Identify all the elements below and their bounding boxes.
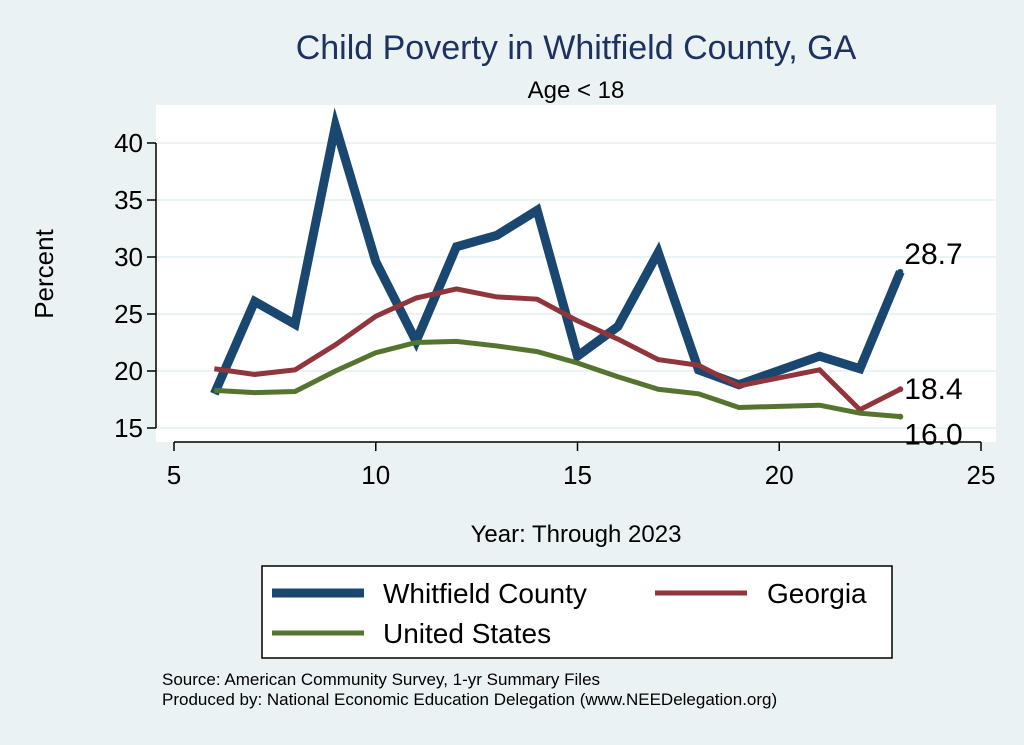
producer-note: Produced by: National Economic Education… bbox=[162, 690, 778, 709]
x-tick-label-25: 25 bbox=[967, 460, 996, 490]
legend-label-whitfield: Whitfield County bbox=[383, 578, 587, 609]
end-labels: 28.7 18.4 16.0 bbox=[897, 238, 963, 452]
chart-subtitle: Age < 18 bbox=[528, 77, 625, 104]
plot-area bbox=[156, 105, 996, 442]
end-marker-georgia bbox=[897, 386, 904, 393]
series-lines bbox=[210, 107, 905, 420]
y-tick-label-30: 30 bbox=[114, 242, 143, 272]
end-marker-united-states bbox=[897, 413, 904, 420]
end-marker-whitfield-county bbox=[897, 268, 904, 275]
end-label-whitfield-county: 28.7 bbox=[904, 238, 962, 271]
y-tick-label-20: 20 bbox=[114, 356, 143, 386]
chart-title: Child Poverty in Whitfield County, GA bbox=[296, 29, 857, 67]
legend: Whitfield County Georgia United States bbox=[261, 565, 893, 659]
legend-label-united-states: United States bbox=[383, 618, 551, 649]
source-note: Source: American Community Survey, 1-yr … bbox=[162, 670, 601, 689]
x-axis-label: Year: Through 2023 bbox=[471, 521, 682, 548]
end-label-united-states: 16.0 bbox=[904, 419, 962, 452]
y-tick-label-40: 40 bbox=[114, 128, 143, 158]
y-tick-label-25: 25 bbox=[114, 299, 143, 329]
x-tick-label-15: 15 bbox=[563, 460, 592, 490]
end-label-georgia: 18.4 bbox=[904, 373, 962, 406]
x-tick-label-10: 10 bbox=[361, 460, 390, 490]
axes: 15 20 25 30 35 40 5 10 15 20 25 bbox=[114, 128, 995, 490]
x-tick-label-20: 20 bbox=[765, 460, 794, 490]
legend-box bbox=[261, 565, 893, 659]
y-tick-label-15: 15 bbox=[114, 413, 143, 443]
y-axis-label: Percent bbox=[29, 228, 59, 318]
y-tick-label-35: 35 bbox=[114, 185, 143, 215]
legend-label-georgia: Georgia bbox=[767, 578, 867, 609]
x-tick-label-5: 5 bbox=[167, 460, 181, 490]
